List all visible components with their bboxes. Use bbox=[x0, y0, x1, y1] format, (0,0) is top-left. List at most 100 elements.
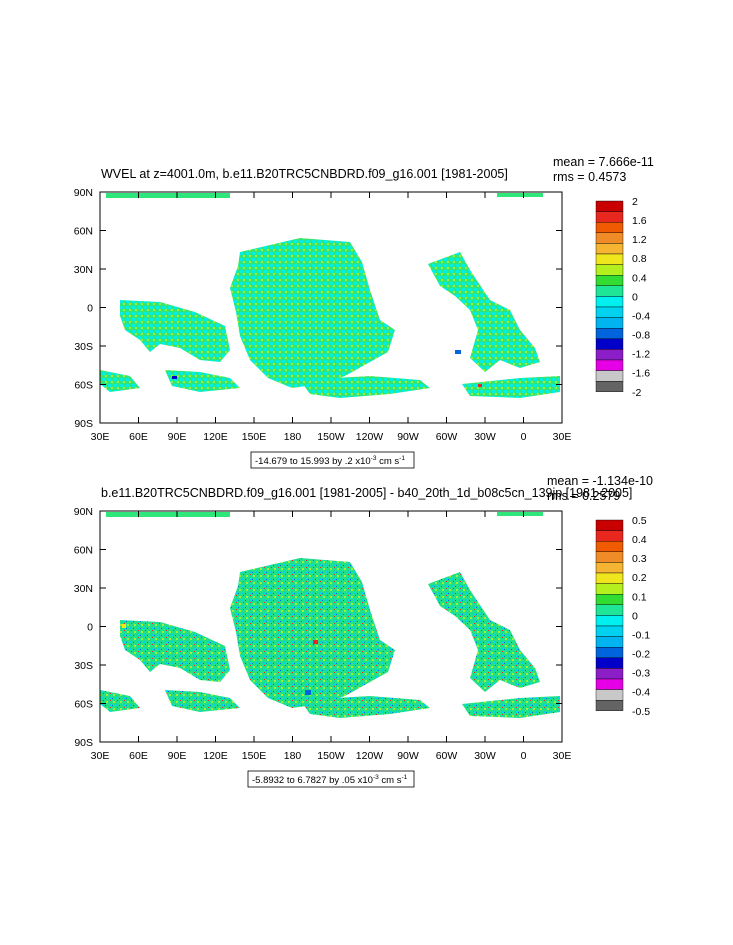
x-tick-label: 30E bbox=[91, 431, 110, 443]
x-tick-label: 90E bbox=[168, 431, 187, 443]
x-tick-label: 120W bbox=[356, 750, 384, 762]
x-tick-label: 60W bbox=[436, 750, 458, 762]
x-tick-label: 30E bbox=[553, 431, 572, 443]
x-tick-label: 0 bbox=[521, 750, 527, 762]
y-tick-label: 60N bbox=[74, 226, 93, 238]
colorbar-swatch bbox=[595, 700, 624, 712]
colorbar-label: -0.4 bbox=[632, 310, 650, 322]
colorbar-swatch bbox=[595, 668, 624, 680]
colorbar-swatch bbox=[595, 211, 624, 223]
x-tick-label: 90W bbox=[397, 750, 419, 762]
colorbar-label: -0.8 bbox=[632, 330, 650, 342]
panel-2-colorbar: 0.5 0.4 0.3 0.2 0.1 0 -0.1 -0.2 -0.3 -0.4 -0.5 bbox=[595, 515, 650, 718]
colorbar-swatch bbox=[595, 200, 624, 212]
colorbar-swatch bbox=[595, 562, 624, 574]
colorbar-label: 0.1 bbox=[632, 591, 647, 603]
panel-2-range-note: -5.8932 to 6.7827 by .05 x10-3 cm s-1 bbox=[247, 770, 415, 788]
colorbar-label: 0.5 bbox=[632, 515, 647, 527]
colorbar-label: 0.4 bbox=[632, 534, 647, 546]
x-tick-label: 90W bbox=[397, 431, 419, 443]
panel-1-rms: rms = 0.4573 bbox=[553, 170, 626, 184]
x-tick-label: 120E bbox=[203, 750, 228, 762]
colorbar-label: -1.2 bbox=[632, 349, 650, 361]
panel-2-title: b.e11.B20TRC5CNBDRD.f09_g16.001 [1981-20… bbox=[101, 486, 632, 500]
colorbar-swatch bbox=[595, 647, 624, 659]
colorbar-swatch bbox=[595, 678, 624, 690]
y-tick-label: 60N bbox=[74, 545, 93, 557]
x-tick-label: 30E bbox=[91, 750, 110, 762]
colorbar-swatch bbox=[595, 625, 624, 637]
colorbar-label: 0.8 bbox=[632, 253, 647, 265]
y-tick-label: 60S bbox=[74, 380, 93, 392]
y-tick-label: 60S bbox=[74, 699, 93, 711]
colorbar-label: -1.6 bbox=[632, 368, 650, 380]
x-tick-label: 60E bbox=[129, 431, 148, 443]
colorbar-swatch bbox=[595, 615, 624, 627]
colorbar-swatch bbox=[595, 604, 624, 616]
colorbar-label: 0.2 bbox=[632, 572, 647, 584]
colorbar-swatch bbox=[595, 519, 624, 531]
colorbar-label: -0.2 bbox=[632, 649, 650, 661]
colorbar-label: -0.1 bbox=[632, 629, 650, 641]
colorbar-swatch bbox=[595, 551, 624, 563]
colorbar-swatch bbox=[595, 306, 624, 318]
colorbar-swatch bbox=[595, 370, 624, 382]
colorbar-swatch bbox=[595, 583, 624, 595]
colorbar-swatch bbox=[595, 275, 624, 287]
colorbar-swatch bbox=[595, 689, 624, 701]
colorbar-swatch bbox=[595, 657, 624, 669]
colorbar-swatch bbox=[595, 349, 624, 361]
x-tick-label: 150E bbox=[242, 431, 267, 443]
colorbar-label: 0.3 bbox=[632, 553, 647, 565]
panel-2-map-fill bbox=[100, 512, 560, 718]
colorbar-label: 1.6 bbox=[632, 215, 647, 227]
panel-1-colorbar: 2 1.6 1.2 0.8 0.4 0 -0.4 -0.8 -1.2 -1.6 -2 bbox=[595, 196, 650, 399]
y-tick-label: 30N bbox=[74, 583, 93, 595]
panel-2-rms: rms = 0.2579 bbox=[547, 489, 620, 503]
y-tick-label: 90S bbox=[74, 737, 93, 749]
colorbar-swatch bbox=[595, 328, 624, 340]
colorbar-swatch bbox=[595, 541, 624, 553]
colorbar-swatch bbox=[595, 338, 624, 350]
colorbar-label: 0.4 bbox=[632, 272, 647, 284]
colorbar-swatch bbox=[595, 359, 624, 371]
x-tick-label: 60W bbox=[436, 431, 458, 443]
colorbar-swatch bbox=[595, 285, 624, 297]
colorbar-swatch bbox=[595, 317, 624, 329]
colorbar-swatch bbox=[595, 636, 624, 648]
colorbar-label: 0 bbox=[632, 610, 638, 622]
colorbar-label: -2 bbox=[632, 387, 641, 399]
y-tick-label: 90N bbox=[74, 506, 93, 518]
colorbar-swatch bbox=[595, 296, 624, 308]
colorbar-swatch bbox=[595, 264, 624, 276]
colorbar-swatch bbox=[595, 253, 624, 265]
y-tick-label: 30S bbox=[74, 341, 93, 353]
x-tick-label: 30W bbox=[474, 750, 496, 762]
y-tick-label: 30S bbox=[74, 660, 93, 672]
x-tick-label: 90E bbox=[168, 750, 187, 762]
x-tick-label: 150W bbox=[317, 750, 345, 762]
panel-1-title: WVEL at z=4001.0m, b.e11.B20TRC5CNBDRD.f… bbox=[101, 167, 508, 181]
panel-2-mean: mean = -1.134e-10 bbox=[547, 474, 653, 488]
colorbar-swatch bbox=[595, 594, 624, 606]
x-tick-label: 30W bbox=[474, 431, 496, 443]
colorbar-swatch bbox=[595, 232, 624, 244]
x-tick-label: 60E bbox=[129, 750, 148, 762]
x-tick-label: 150E bbox=[242, 750, 267, 762]
colorbar-swatch bbox=[595, 381, 624, 393]
y-tick-label: 90N bbox=[74, 187, 93, 199]
colorbar-label: -0.3 bbox=[632, 668, 650, 680]
x-tick-label: 30E bbox=[553, 750, 572, 762]
panel-1-range-note: -14.679 to 15.993 by .2 x10-3 cm s-1 bbox=[250, 451, 415, 469]
x-tick-label: 180 bbox=[284, 750, 302, 762]
colorbar-label: 0 bbox=[632, 291, 638, 303]
colorbar-swatch bbox=[595, 572, 624, 584]
colorbar-label: -0.4 bbox=[632, 687, 650, 699]
colorbar-swatch bbox=[595, 221, 624, 233]
panel-2: b.e11.B20TRC5CNBDRD.f09_g16.001 [1981-20… bbox=[74, 474, 653, 788]
colorbar-label: -0.5 bbox=[632, 706, 650, 718]
y-tick-label: 90S bbox=[74, 418, 93, 430]
y-tick-label: 30N bbox=[74, 264, 93, 276]
svg-text:-14.679 to 15.993 by .2 x10-3: -14.679 to 15.993 by .2 x10-3 cm s-1 bbox=[255, 455, 405, 467]
